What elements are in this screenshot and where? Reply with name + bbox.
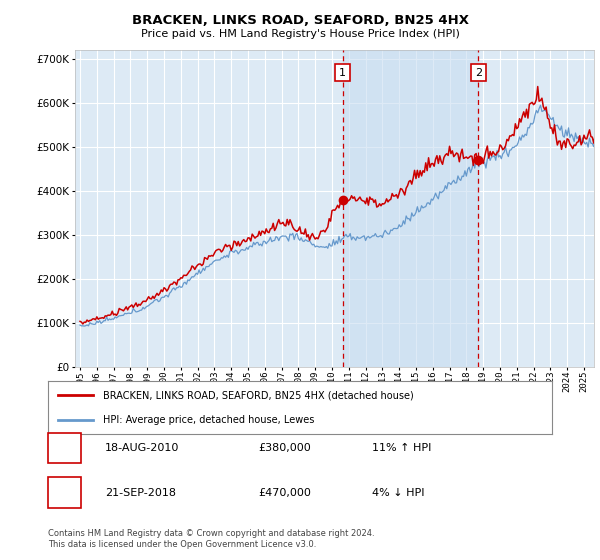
- Text: £380,000: £380,000: [258, 443, 311, 453]
- Text: 21-SEP-2018: 21-SEP-2018: [105, 488, 176, 498]
- Text: 1: 1: [339, 68, 346, 77]
- Text: Contains HM Land Registry data © Crown copyright and database right 2024.
This d: Contains HM Land Registry data © Crown c…: [48, 529, 374, 549]
- Text: 2: 2: [475, 68, 482, 77]
- Bar: [343, 50, 478, 367]
- Text: 2: 2: [61, 488, 68, 498]
- Text: 11% ↑ HPI: 11% ↑ HPI: [372, 443, 431, 453]
- Text: BRACKEN, LINKS ROAD, SEAFORD, BN25 4HX: BRACKEN, LINKS ROAD, SEAFORD, BN25 4HX: [131, 14, 469, 27]
- Text: 1: 1: [61, 443, 68, 453]
- Text: Price paid vs. HM Land Registry's House Price Index (HPI): Price paid vs. HM Land Registry's House …: [140, 29, 460, 39]
- Text: £470,000: £470,000: [258, 488, 311, 498]
- Text: 18-AUG-2010: 18-AUG-2010: [105, 443, 179, 453]
- Text: HPI: Average price, detached house, Lewes: HPI: Average price, detached house, Lewe…: [103, 414, 315, 424]
- Text: BRACKEN, LINKS ROAD, SEAFORD, BN25 4HX (detached house): BRACKEN, LINKS ROAD, SEAFORD, BN25 4HX (…: [103, 390, 414, 400]
- Text: 4% ↓ HPI: 4% ↓ HPI: [372, 488, 425, 498]
